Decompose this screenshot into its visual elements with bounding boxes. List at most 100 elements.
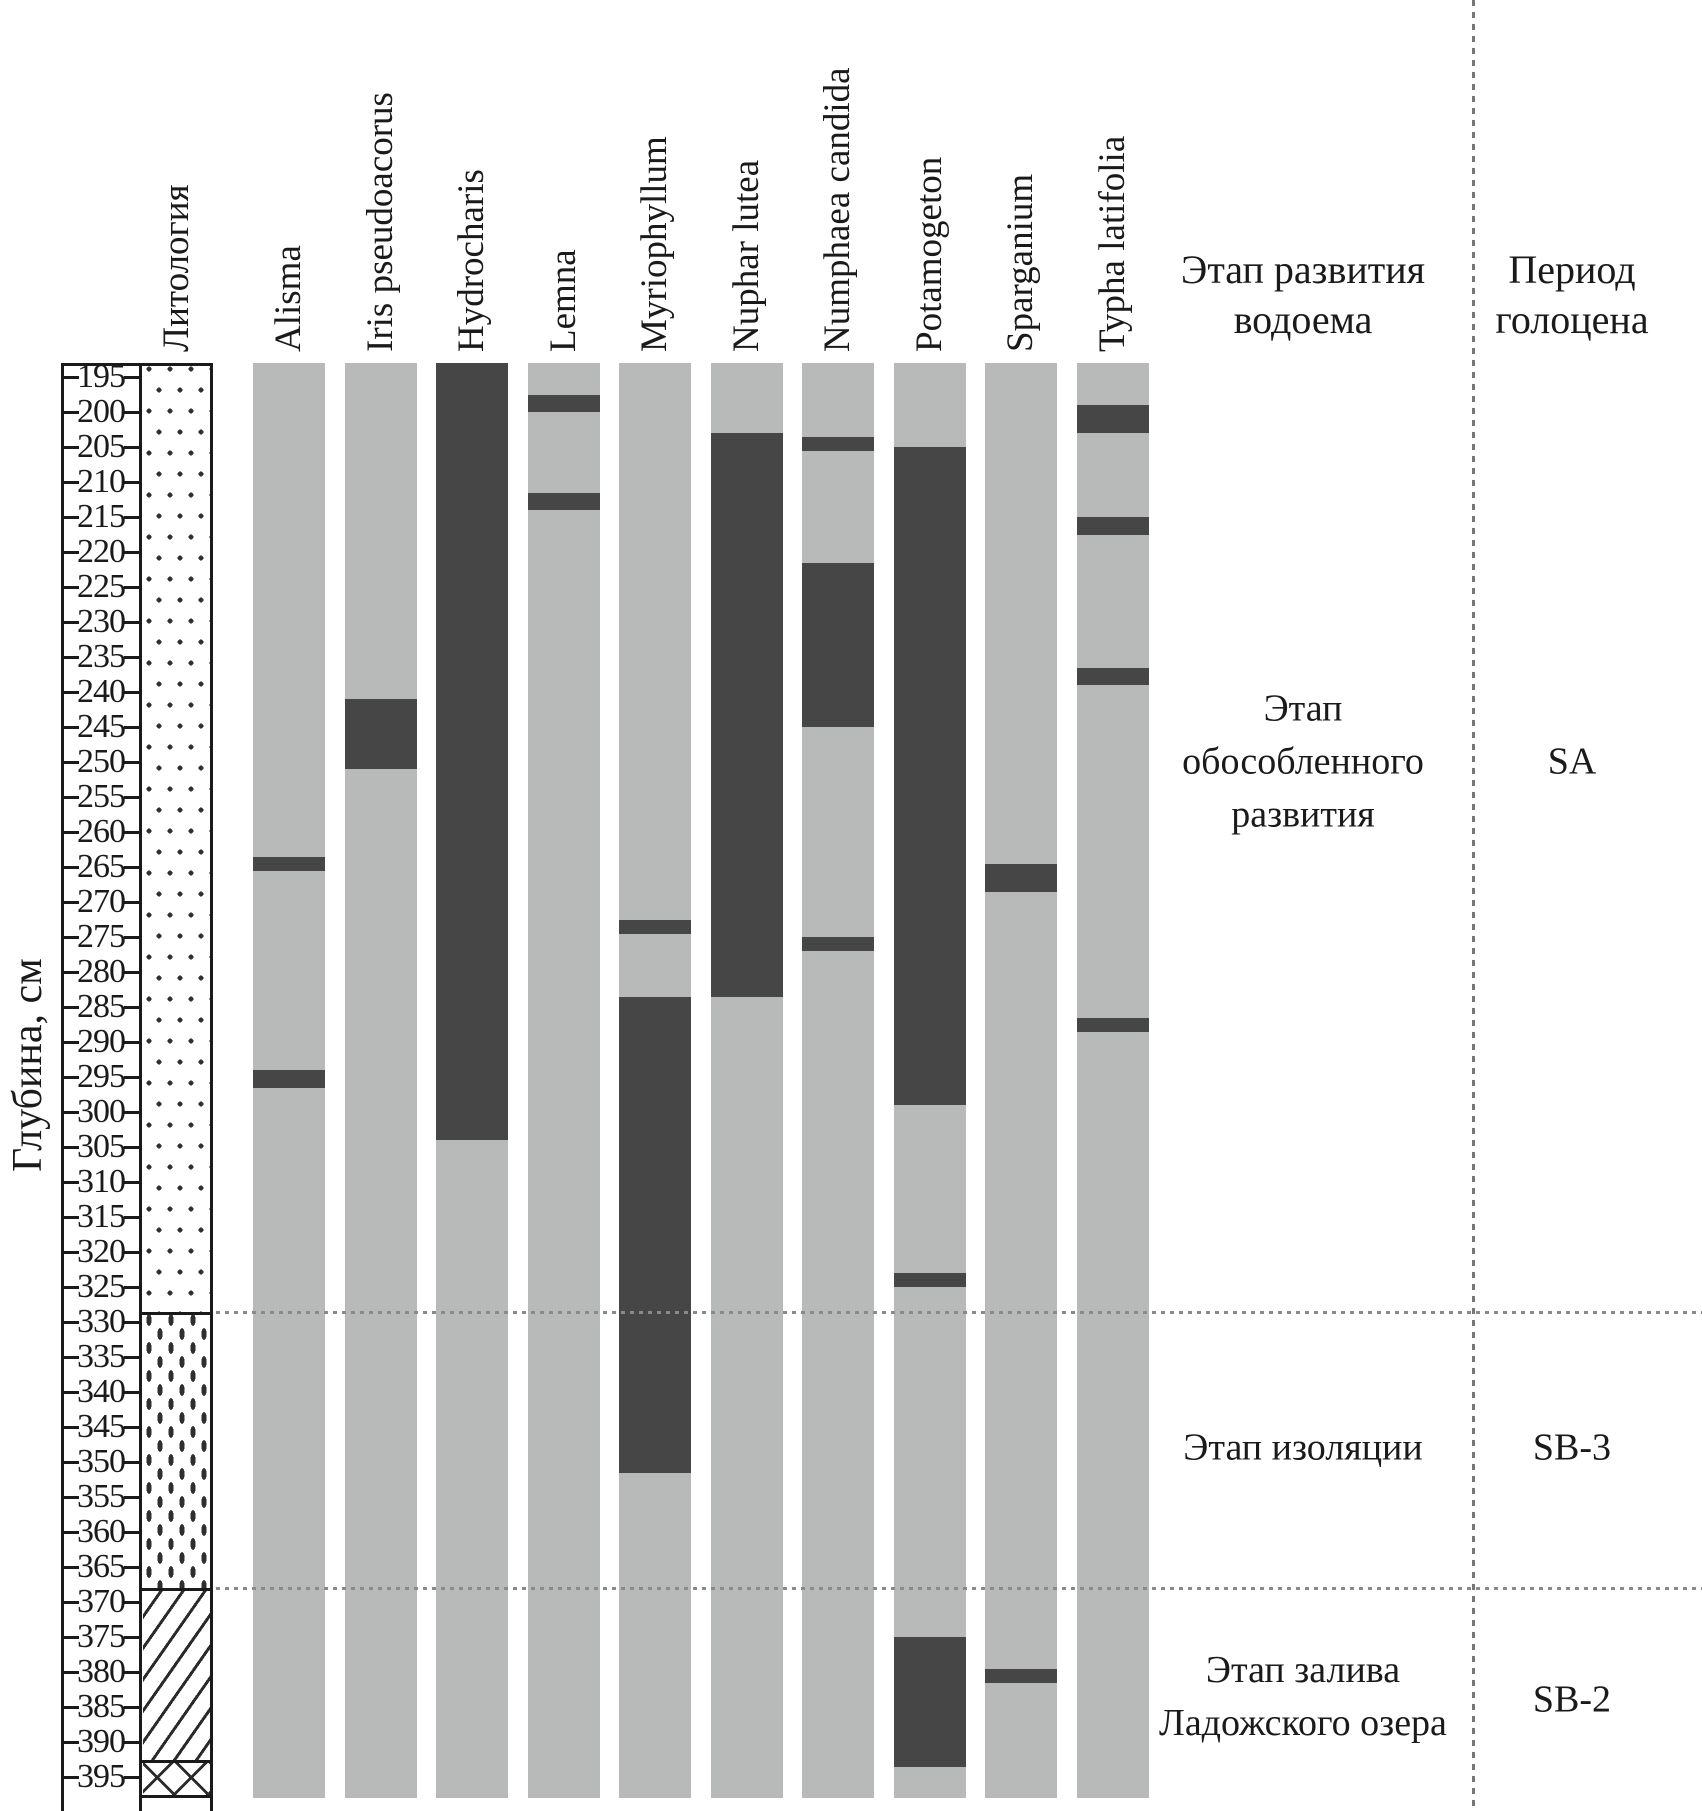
depth-tick xyxy=(64,1041,79,1044)
depth-tick-label: 305 xyxy=(77,1128,126,1165)
presence-segment xyxy=(893,1637,966,1767)
zone-period-label: SA xyxy=(1547,740,1597,783)
presence-segment xyxy=(253,856,325,871)
depth-tick xyxy=(64,656,79,659)
ruler-top-cap xyxy=(61,363,213,366)
taxon-header: Typha latifolia xyxy=(1091,135,1133,352)
depth-tick-label: 260 xyxy=(77,813,126,850)
depth-tick xyxy=(124,1391,139,1394)
zone-stage-label: Этап изоляции xyxy=(1183,1426,1423,1469)
depth-tick xyxy=(124,1496,139,1499)
depth-tick-label: 360 xyxy=(77,1513,126,1550)
depth-tick xyxy=(124,516,139,519)
depth-tick xyxy=(124,831,139,834)
depth-tick xyxy=(124,551,139,554)
depth-tick xyxy=(124,1181,139,1184)
presence-segment xyxy=(1076,405,1149,433)
depth-tick xyxy=(124,726,139,729)
depth-tick xyxy=(64,1426,79,1429)
depth-tick xyxy=(124,586,139,589)
depth-tick xyxy=(64,551,79,554)
presence-segment xyxy=(985,1668,1057,1683)
lithology-section-boundary xyxy=(139,1311,213,1315)
depth-tick-label: 280 xyxy=(77,953,126,990)
stage-column-header: Этап развития водоема xyxy=(1180,247,1426,342)
depth-tick xyxy=(124,621,139,624)
depth-tick xyxy=(124,656,139,659)
period-column-header: Период голоцена xyxy=(1495,247,1649,342)
lithology-section-dashes xyxy=(143,1311,210,1588)
depth-tick xyxy=(64,1251,79,1254)
presence-segment xyxy=(619,996,691,1473)
depth-tick xyxy=(64,761,79,764)
depth-tick xyxy=(64,1776,79,1779)
depth-tick-label: 270 xyxy=(77,883,126,920)
taxon-header: Potamogeton xyxy=(908,156,950,352)
depth-tick xyxy=(64,1076,79,1079)
presence-segment xyxy=(1076,1017,1149,1032)
depth-tick xyxy=(64,1356,79,1359)
taxon-header: Alisma xyxy=(268,245,309,352)
zone-stage-label: Этап обособленного развития xyxy=(1182,687,1424,836)
presence-segment xyxy=(344,699,417,769)
taxon-header: Sparganium xyxy=(1000,173,1041,352)
depth-tick-label: 230 xyxy=(77,603,126,640)
depth-tick xyxy=(64,1566,79,1569)
depth-tick xyxy=(124,446,139,449)
lithology-section-boundary xyxy=(139,1759,213,1763)
depth-axis-title: Глубина, см xyxy=(5,958,51,1172)
depth-tick xyxy=(64,691,79,694)
depth-tick-label: 390 xyxy=(77,1723,126,1760)
taxon-header: Myriophyllum xyxy=(634,136,675,352)
depth-tick xyxy=(124,1741,139,1744)
depth-tick-label: 210 xyxy=(77,463,126,500)
depth-tick xyxy=(64,481,79,484)
depth-tick xyxy=(124,1636,139,1639)
presence-segment xyxy=(619,919,691,934)
depth-tick xyxy=(64,1706,79,1709)
depth-tick-label: 295 xyxy=(77,1058,126,1095)
depth-tick-label: 340 xyxy=(77,1373,126,1410)
depth-tick-label: 350 xyxy=(77,1443,126,1480)
taxon-bar xyxy=(344,363,417,1798)
depth-tick xyxy=(124,1776,139,1779)
presence-segment xyxy=(802,562,874,727)
depth-tick xyxy=(64,1216,79,1219)
depth-tick xyxy=(124,1286,139,1289)
depth-tick xyxy=(124,1216,139,1219)
depth-tick-label: 315 xyxy=(77,1198,126,1235)
depth-tick-label: 250 xyxy=(77,743,126,780)
depth-tick xyxy=(64,831,79,834)
taxon-bar xyxy=(893,363,966,1798)
depth-tick xyxy=(124,1566,139,1569)
depth-tick xyxy=(64,1181,79,1184)
presence-segment xyxy=(985,863,1057,892)
depth-tick xyxy=(64,1461,79,1464)
depth-tick xyxy=(124,971,139,974)
depth-tick xyxy=(124,936,139,939)
depth-tick xyxy=(124,1426,139,1429)
depth-tick-label: 355 xyxy=(77,1478,126,1515)
depth-tick xyxy=(124,1076,139,1079)
taxon-bar xyxy=(527,363,600,1798)
presence-segment xyxy=(527,394,600,412)
stage-period-divider xyxy=(1472,0,1475,1811)
depth-tick-label: 370 xyxy=(77,1583,126,1620)
lithology-section-boundary xyxy=(139,1588,213,1591)
depth-tick-label: 265 xyxy=(77,848,126,885)
depth-tick xyxy=(124,1601,139,1604)
lithology-left-line xyxy=(139,363,142,1811)
depth-tick xyxy=(124,1706,139,1709)
depth-tick xyxy=(64,866,79,869)
taxon-header: Nuphar lutea xyxy=(725,159,767,352)
depth-tick xyxy=(64,516,79,519)
taxon-header: Lemna xyxy=(542,249,584,352)
depth-tick-label: 365 xyxy=(77,1548,126,1585)
depth-tick xyxy=(64,1741,79,1744)
depth-tick-label: 275 xyxy=(77,918,126,955)
taxon-bar xyxy=(985,363,1057,1798)
depth-tick-label: 235 xyxy=(77,638,126,675)
depth-tick xyxy=(64,446,79,449)
depth-tick-label: 385 xyxy=(77,1688,126,1725)
presence-segment xyxy=(527,492,600,510)
